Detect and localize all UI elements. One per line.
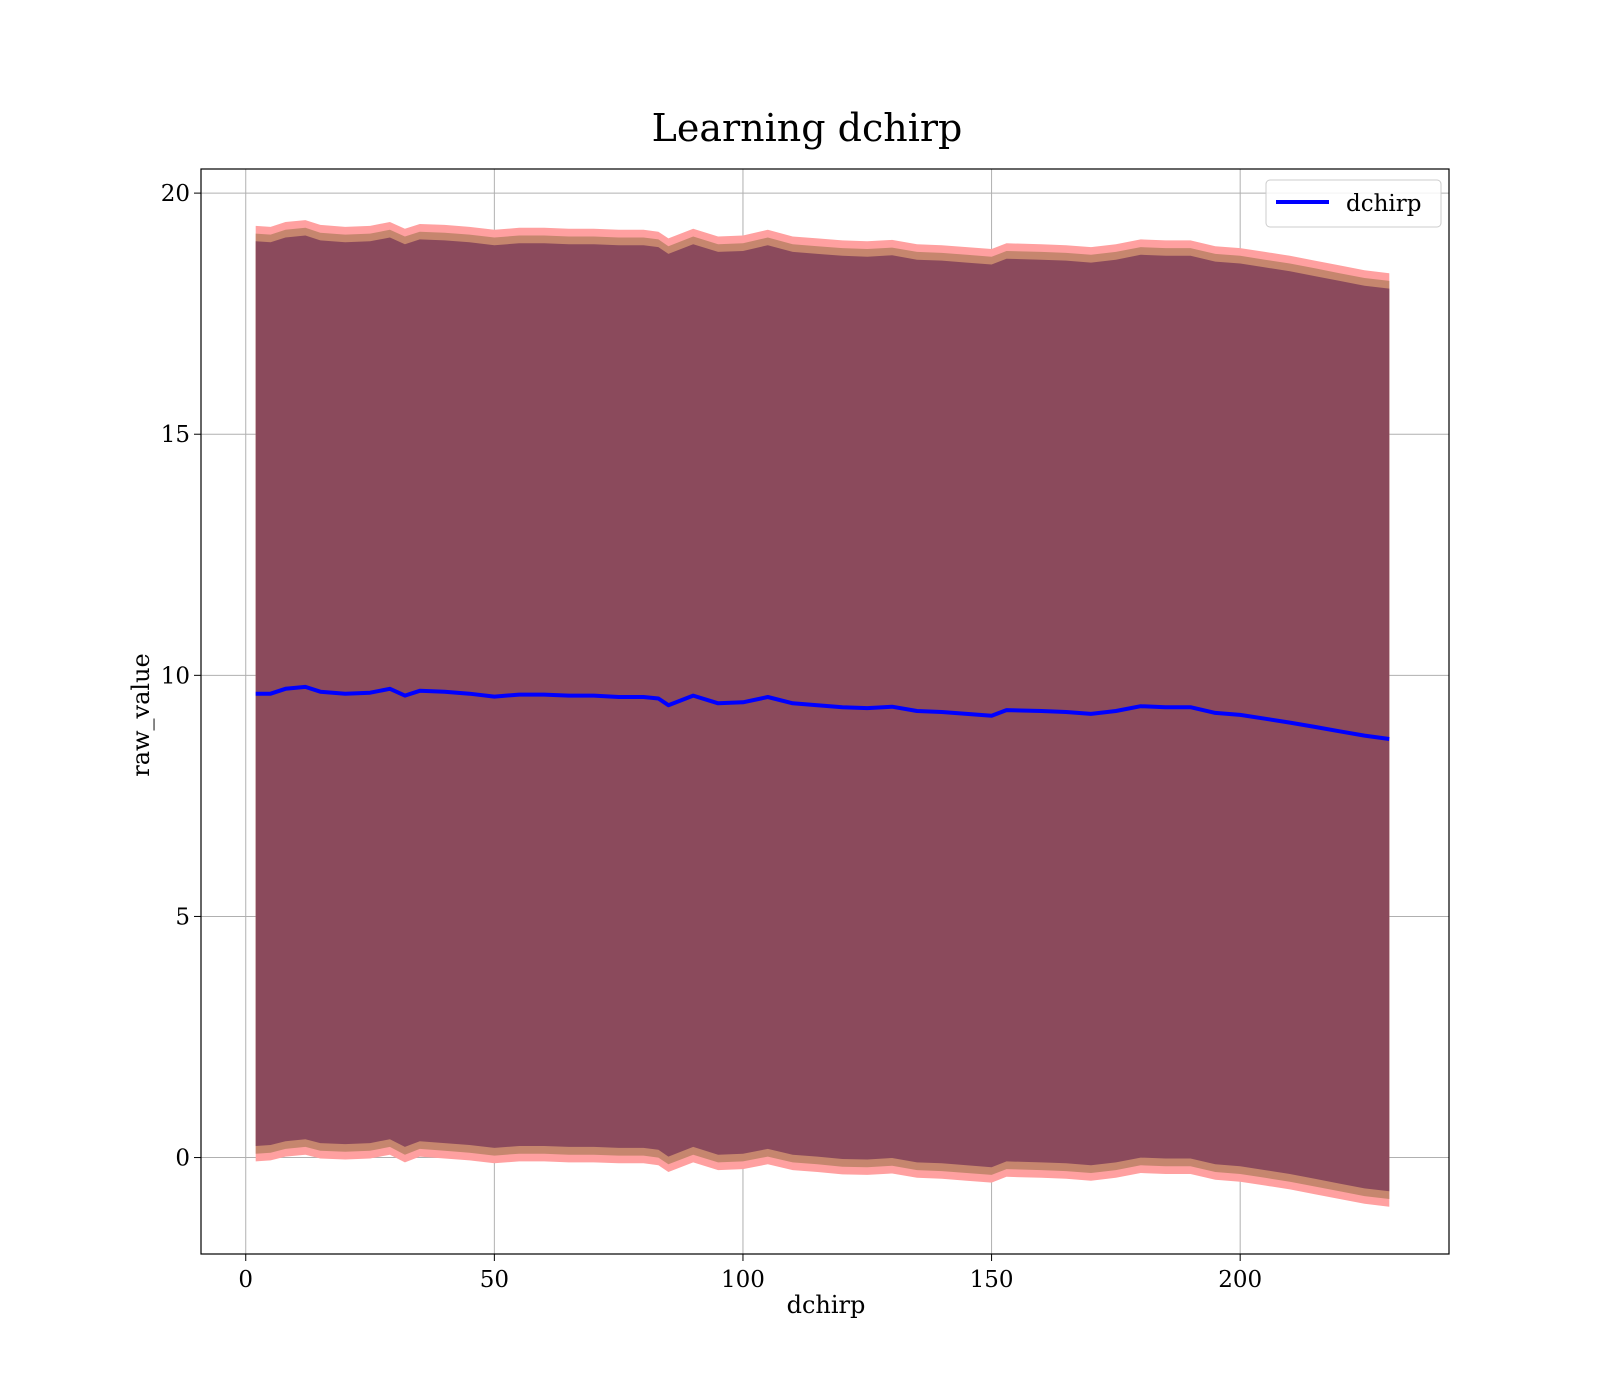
series-lines (255, 684, 1390, 741)
band-inner (255, 235, 1390, 1192)
plot-area-frame (200, 168, 1450, 1255)
y-tick-label-20: 20 (161, 181, 190, 207)
legend: dchirp (1265, 179, 1442, 228)
confidence-bands (255, 220, 1390, 1207)
y-tick-label-5: 5 (175, 904, 190, 930)
chart-title: Learning dchirp (652, 106, 963, 150)
legend-box (1265, 179, 1442, 228)
y-tick-label-15: 15 (161, 422, 190, 448)
x-tick-label-50: 50 (480, 1267, 509, 1293)
x-tick-label-100: 100 (721, 1267, 765, 1293)
legend-label-dchirp: dchirp (1346, 191, 1422, 217)
x-tick-label-0: 0 (238, 1267, 253, 1293)
axis-ticks: 0 50 100 150 200 0 5 10 15 20 (161, 181, 1262, 1293)
y-axis-label: raw_value (127, 653, 155, 777)
x-tick-label-150: 150 (970, 1267, 1014, 1293)
series-line-dchirp (255, 684, 1390, 741)
y-tick-label-0: 0 (175, 1146, 190, 1172)
x-axis-label: dchirp (787, 1291, 866, 1319)
x-tick-label-200: 200 (1218, 1267, 1262, 1293)
y-tick-label-10: 10 (161, 663, 190, 689)
